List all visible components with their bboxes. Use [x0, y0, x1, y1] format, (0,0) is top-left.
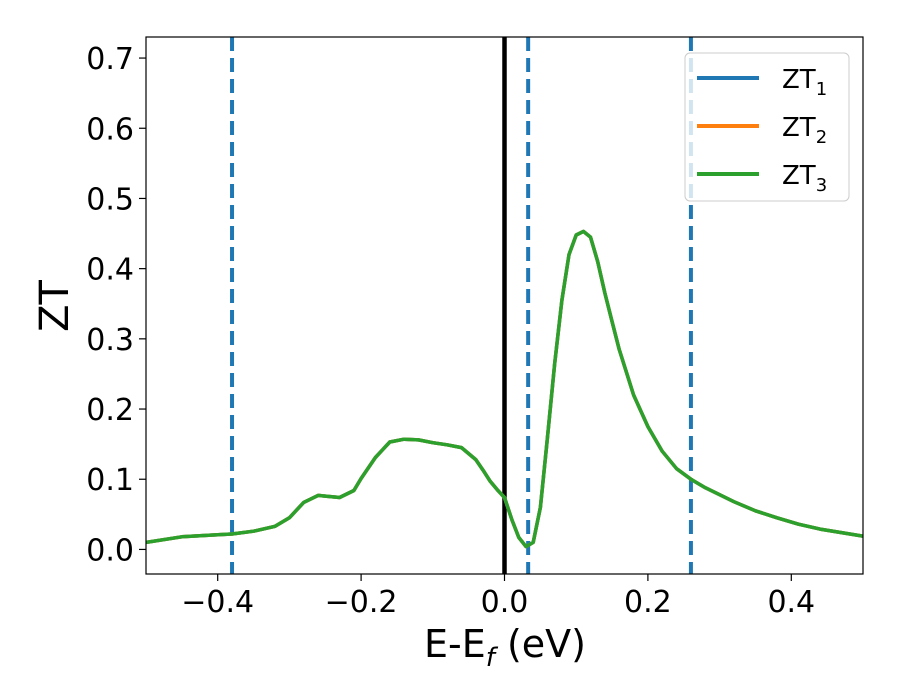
series-lines	[146, 229, 863, 549]
legend: ZT1 ZT2 ZT3	[684, 52, 850, 202]
y-tick-label: 0.4	[86, 253, 134, 288]
y-tick-label: 0.5	[86, 182, 134, 217]
y-tick-label: 0.3	[86, 323, 134, 358]
y-axis: 0.0 0.1 0.2 0.3 0.4 0.5 0.6 0.7	[86, 42, 146, 568]
series-line-zt3	[146, 229, 863, 549]
x-axis: −0.4 −0.2 0.0 0.2 0.4	[181, 574, 815, 620]
x-tick-label: −0.4	[181, 585, 254, 620]
y-tick-label: 0.6	[86, 112, 134, 147]
legend-box	[684, 52, 850, 202]
y-tick-label: 0.1	[86, 463, 134, 498]
x-axis-title: E-Ef (eV)	[424, 622, 586, 673]
x-tick-label: 0.4	[767, 585, 815, 620]
x-tick-label: −0.2	[325, 585, 398, 620]
x-tick-label: 0.2	[624, 585, 672, 620]
x-tick-label: 0.0	[481, 585, 529, 620]
legend-label-zt3: ZT3	[782, 161, 827, 196]
y-tick-label: 0.7	[86, 42, 134, 77]
y-tick-label: 0.0	[86, 533, 134, 568]
y-axis-title: ZT	[32, 280, 78, 332]
y-tick-label: 0.2	[86, 393, 134, 428]
legend-label-zt2: ZT2	[782, 113, 827, 148]
legend-label-zt1: ZT1	[782, 65, 827, 100]
